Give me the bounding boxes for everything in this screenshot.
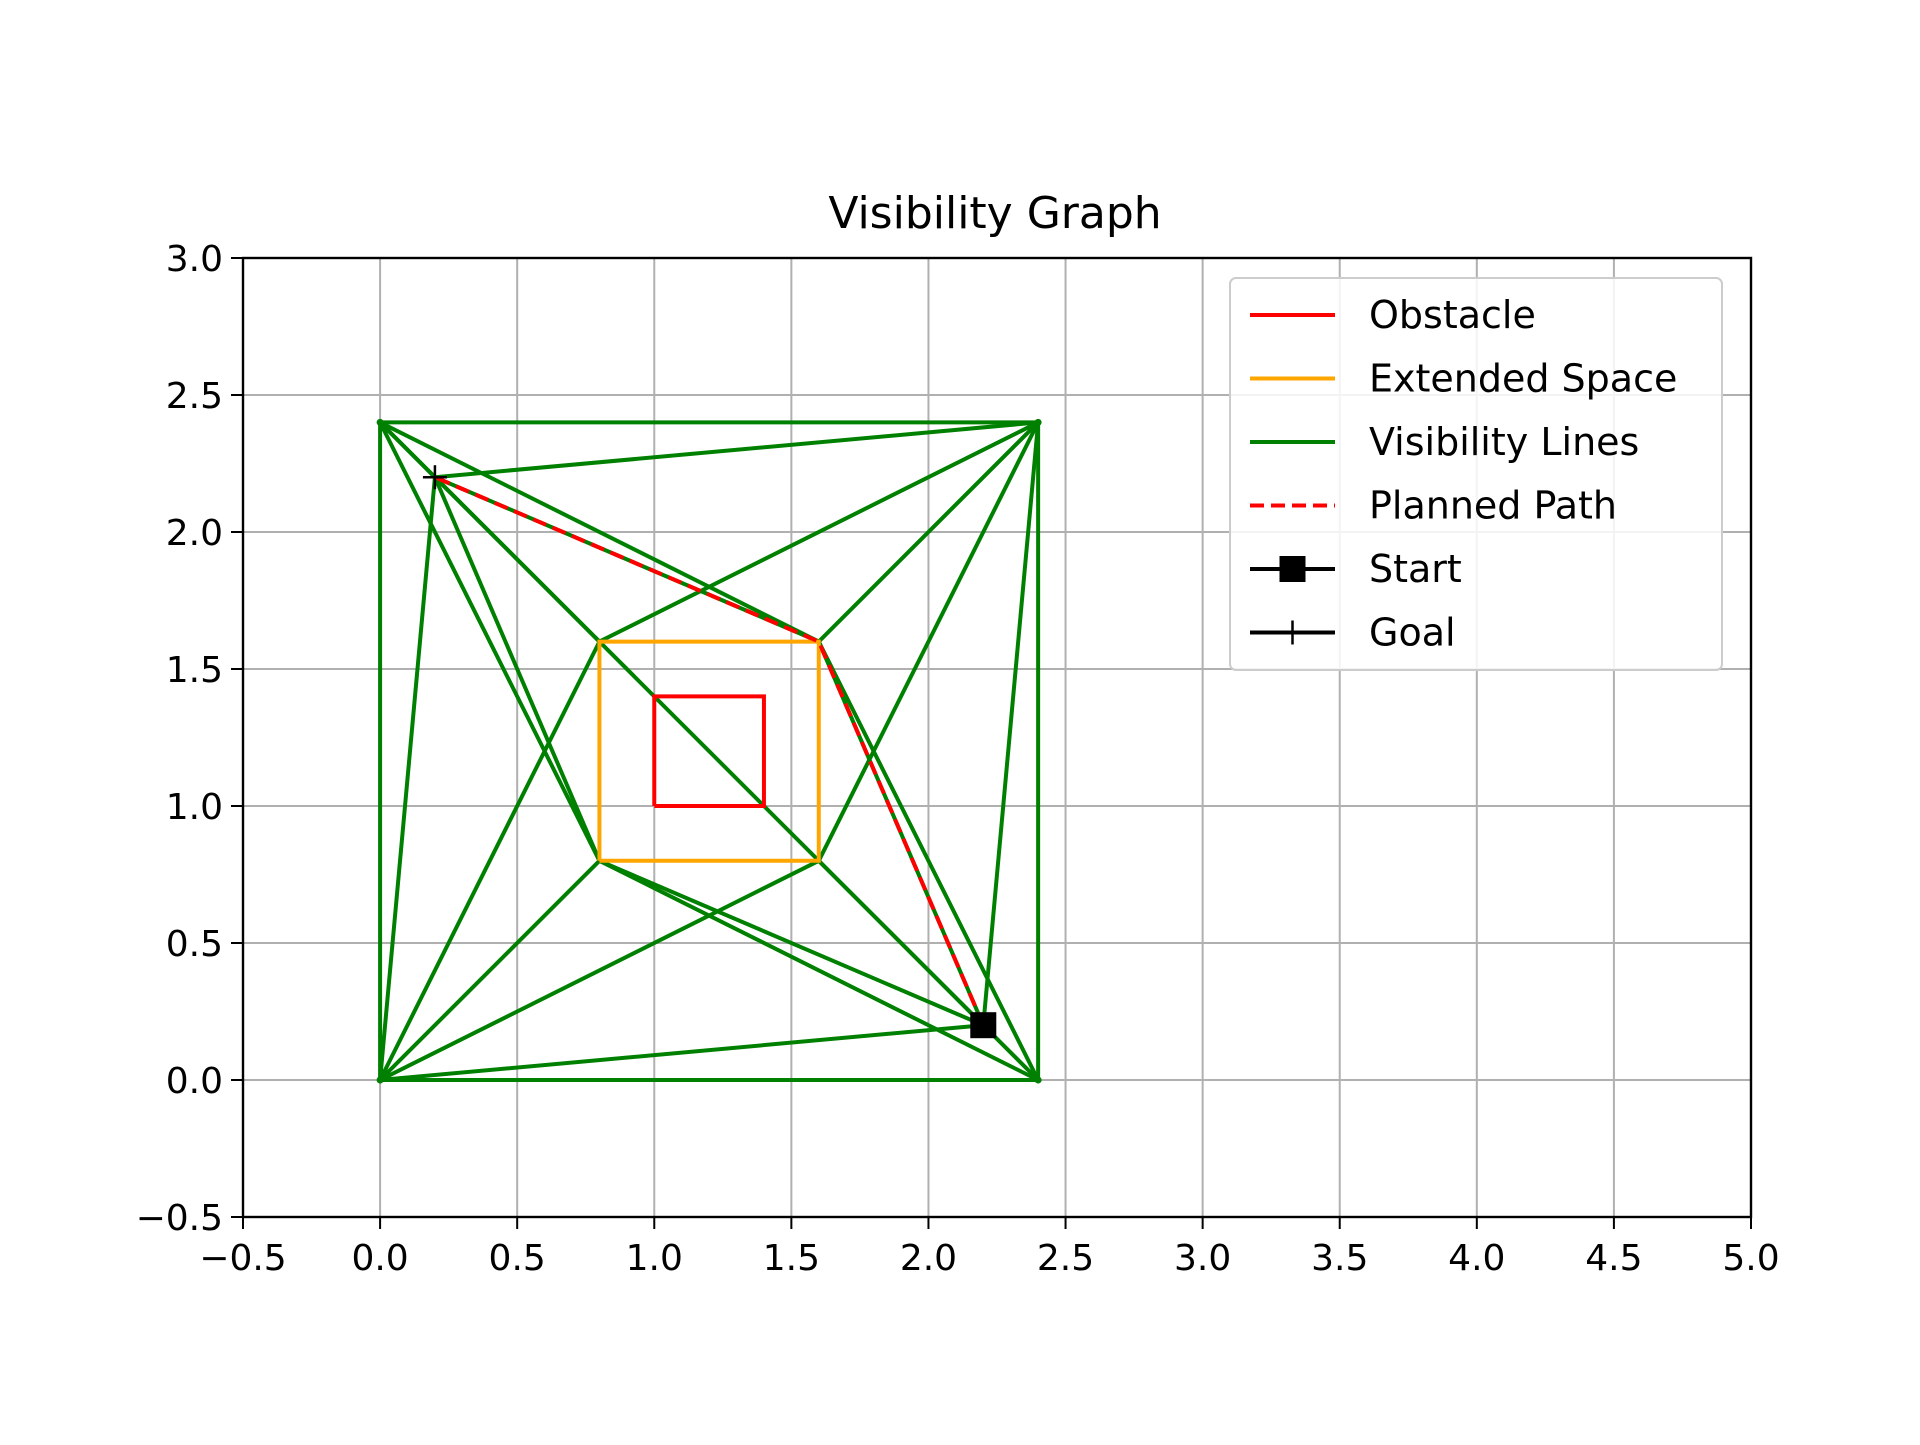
legend-label: Goal (1369, 611, 1456, 655)
visibility-line (378, 858, 602, 1082)
x-tick-label: 4.0 (1448, 1238, 1505, 1279)
visibility-line (816, 858, 986, 1028)
visibility-vertex (376, 1076, 384, 1084)
x-tick-label: 4.5 (1585, 1238, 1642, 1279)
visibility-vertex (376, 418, 384, 426)
x-tick-label: −0.5 (199, 1238, 286, 1279)
visibility-line (378, 858, 821, 1082)
x-tick-label: 2.0 (900, 1238, 957, 1279)
y-tick-label: 1.5 (166, 650, 223, 691)
x-tick-label: 5.0 (1722, 1238, 1779, 1279)
visibility-line (378, 420, 602, 863)
legend-label: Obstacle (1369, 293, 1536, 337)
x-tick-label: 3.5 (1311, 1238, 1368, 1279)
legend: Obstacle Extended Space Visibility Lines Pl… (1229, 277, 1723, 671)
legend-label: Extended Space (1369, 357, 1677, 401)
axes-frame (241, 256, 1753, 1219)
y-tick-label: 0.5 (166, 924, 223, 965)
extended-space-polygon (597, 639, 821, 863)
y-tick-label: −0.5 (136, 1198, 223, 1239)
obstacle-polygon (652, 694, 766, 808)
plot-area (376, 418, 1042, 1084)
chart-title: Visibility Graph (828, 188, 1161, 239)
visibility-line (597, 420, 1041, 644)
visibility-line (378, 639, 602, 1082)
y-tick-label: 2.5 (166, 376, 223, 417)
legend-label: Planned Path (1369, 484, 1617, 528)
y-tick-label: 2.0 (166, 513, 223, 554)
y-tick-label: 0.0 (166, 1061, 223, 1102)
y-tick-label: 3.0 (166, 239, 223, 280)
legend-swatch-square (1279, 556, 1306, 582)
visibility-line (378, 420, 821, 644)
visibility-vertex (1034, 418, 1042, 426)
visibility-line (597, 858, 1041, 1082)
visibility-line (378, 475, 437, 1082)
visibility-line (597, 858, 986, 1028)
legend-label: Visibility Lines (1369, 420, 1639, 464)
legend-label: Start (1369, 547, 1462, 591)
x-tick-label: 1.5 (763, 1238, 820, 1279)
x-tick-label: 1.0 (626, 1238, 683, 1279)
start-marker (970, 1012, 997, 1039)
visibility-vertex (1034, 1076, 1042, 1084)
visibility-line (378, 1023, 986, 1082)
legend-box (1229, 277, 1723, 671)
visibility-line (432, 475, 602, 863)
planned-path-line (434, 475, 986, 1026)
visibility-line (432, 420, 1041, 480)
visibility-line (816, 639, 1041, 1082)
x-tick-label: 3.0 (1174, 1238, 1231, 1279)
y-tick-label: 1.0 (166, 787, 223, 828)
axis-ticks: −0.5 0.0 0.5 1.0 1.5 2.0 2.5 3.0 3.5 4.0 4.5 5.0 −0.… (136, 239, 1780, 1279)
visibility-line (816, 420, 1041, 644)
x-tick-label: 0.5 (489, 1238, 546, 1279)
visibility-line (981, 420, 1041, 1028)
x-tick-label: 0.0 (351, 1238, 408, 1279)
visibility-line (816, 420, 1041, 863)
x-tick-label: 2.5 (1037, 1238, 1094, 1279)
